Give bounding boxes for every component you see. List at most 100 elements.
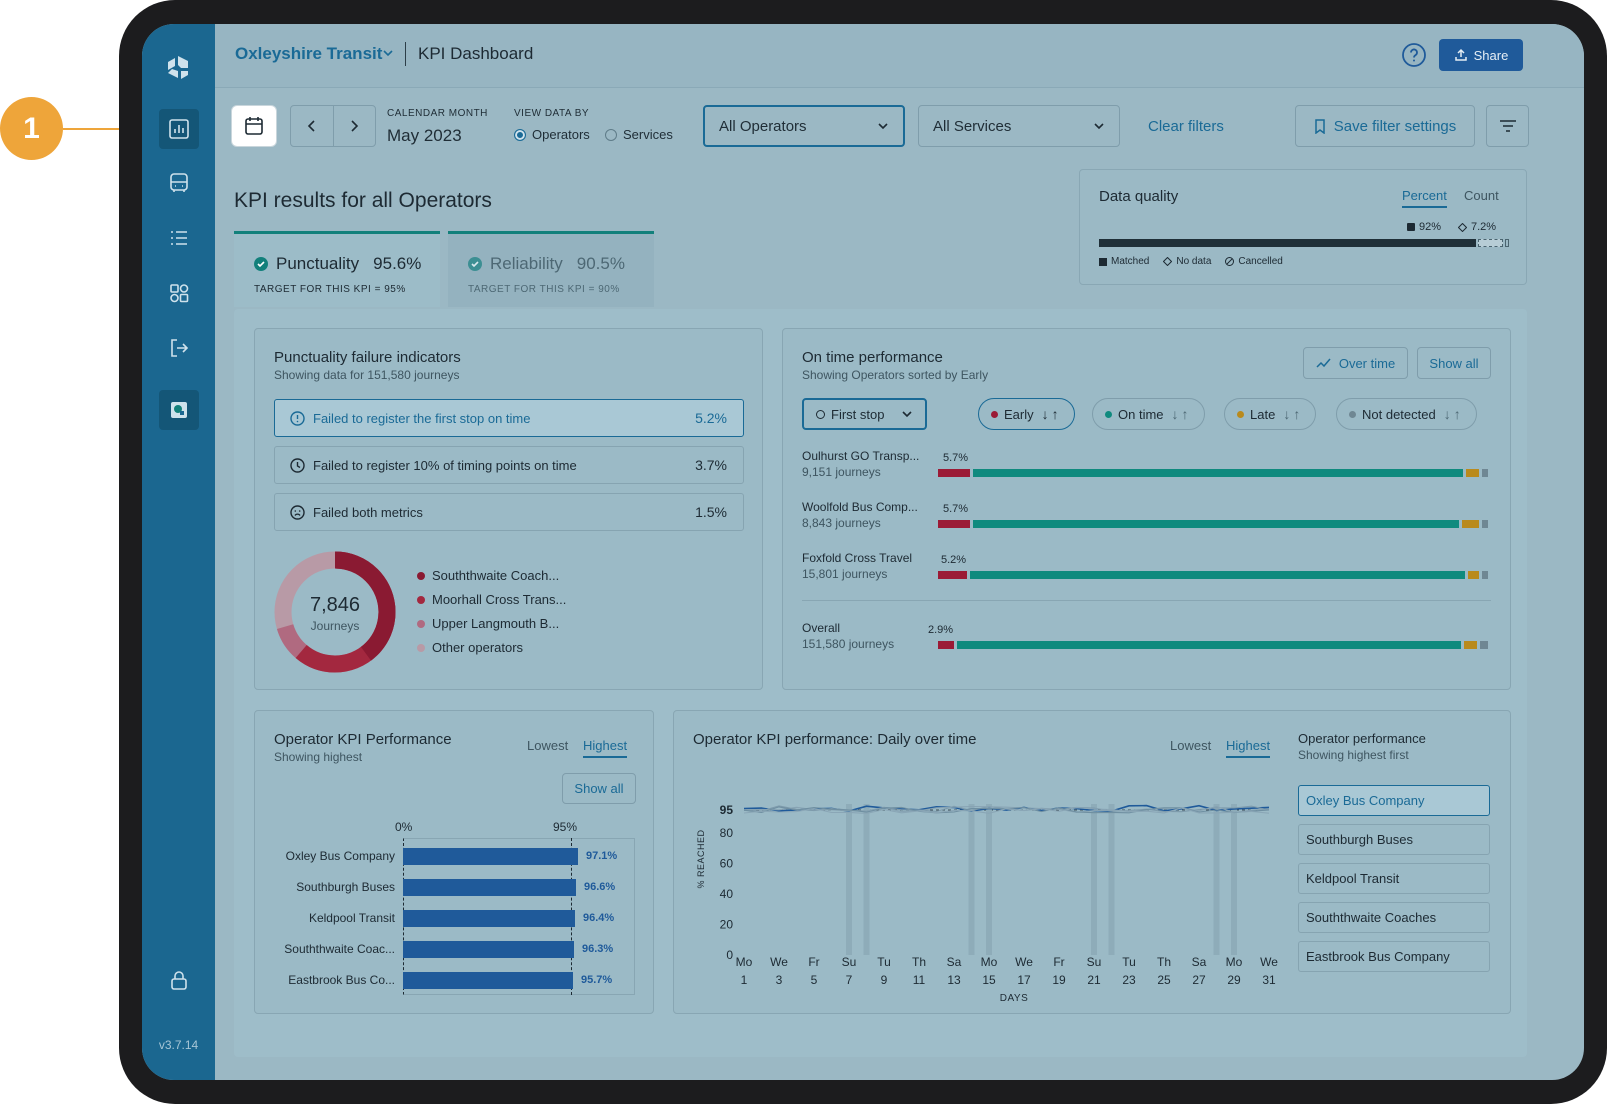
failures-donut: 7,846 Journeys — [274, 551, 396, 673]
x-tick-day: We — [1260, 955, 1278, 969]
kpi-title: KPI results for all Operators — [234, 189, 492, 212]
x-tick-day: Su — [1087, 955, 1102, 969]
perf-item[interactable]: Southburgh Buses — [1298, 824, 1490, 855]
weekend-shade — [1091, 804, 1097, 955]
month-value: May 2023 — [387, 126, 462, 145]
sort-arrows-icon: ↓↑ — [1443, 406, 1464, 422]
hbar[interactable] — [403, 879, 576, 896]
sort-pill-late[interactable]: Late ↓↑ — [1224, 398, 1317, 430]
legend-nodata: No data — [1163, 256, 1211, 267]
sad-face-icon — [290, 505, 305, 520]
matched-swatch — [1407, 223, 1415, 231]
x-tick-date: 11 — [913, 973, 926, 987]
month-label: CALENDAR MONTH — [387, 108, 488, 119]
prev-month-button[interactable] — [291, 106, 333, 146]
over-time-button[interactable]: Over time — [1303, 347, 1408, 379]
next-month-button[interactable] — [332, 106, 376, 146]
otp-title: On time performance — [802, 349, 943, 366]
perf-item[interactable]: Oxley Bus Company — [1298, 785, 1490, 816]
sort-pill-not-detected[interactable]: Not detected ↓↑ — [1336, 398, 1477, 430]
perf-list-subtitle: Showing highest first — [1298, 748, 1409, 762]
chevron-down-icon[interactable] — [382, 48, 394, 58]
otp-row-name: Woolfold Bus Comp... — [802, 500, 918, 514]
sidebar: v3.7.14 — [142, 24, 215, 1080]
x-tick-day: Th — [912, 955, 926, 969]
sidebar-item-logout[interactable] — [159, 328, 199, 368]
sidebar-item-services[interactable] — [159, 163, 199, 203]
sidebar-item-list[interactable] — [159, 218, 199, 258]
x-tick-date: 31 — [1262, 973, 1276, 987]
otp-row-journeys: 8,843 journeys — [802, 516, 881, 530]
x-tick-day: Mo — [736, 955, 753, 969]
daily-toggle-highest[interactable]: Highest — [1226, 738, 1271, 758]
cancelled-icon — [1225, 257, 1235, 266]
failure-row-both[interactable]: Failed both metrics 1.5% — [274, 493, 744, 531]
operator-show-all-button[interactable]: Show all — [562, 773, 636, 804]
dq-toggle-percent[interactable]: Percent — [1402, 188, 1447, 208]
hbar[interactable] — [403, 910, 575, 927]
bar-early — [938, 641, 954, 649]
save-filter-button[interactable]: Save filter settings — [1295, 105, 1475, 147]
sort-pill-on-time[interactable]: On time ↓↑ — [1092, 398, 1205, 430]
failure-title: Punctuality failure indicators — [274, 349, 461, 366]
otp-show-all-button[interactable]: Show all — [1417, 347, 1491, 379]
hbar-label: Oxley Bus Company — [285, 849, 395, 863]
help-icon[interactable] — [1401, 42, 1427, 68]
otp-row-journeys: 15,801 journeys — [802, 567, 888, 581]
stop-select[interactable]: First stop — [802, 398, 927, 430]
topbar: Oxleyshire Transit KPI Dashboard Share — [215, 24, 1584, 88]
logout-icon — [171, 339, 189, 357]
title-divider — [405, 42, 406, 66]
data-quality-card: Data quality Percent Count 92% 7.2% Matc… — [1079, 169, 1527, 285]
sidebar-item-apps[interactable] — [159, 273, 199, 313]
sidebar-item-lock[interactable] — [159, 960, 199, 1000]
x-tick-day: Tu — [1122, 955, 1136, 969]
failure-subtitle: Showing data for 151,580 journeys — [274, 368, 460, 382]
axis-target: 95% — [553, 820, 578, 834]
hbar-label: Keldpool Transit — [308, 911, 395, 925]
failure-row-timing-points[interactable]: Failed to register 10% of timing points … — [274, 446, 744, 484]
radio-operators[interactable]: Operators — [514, 127, 590, 142]
weekend-shade — [986, 804, 992, 955]
hbar[interactable] — [403, 972, 573, 989]
radio-services[interactable]: Services — [605, 127, 673, 142]
sidebar-item-dashboard[interactable] — [159, 109, 199, 149]
hbar[interactable] — [403, 941, 574, 958]
filter-options-button[interactable] — [1486, 105, 1529, 147]
toggle-highest[interactable]: Highest — [583, 738, 628, 758]
chevron-left-icon — [307, 120, 315, 132]
donut-legend-item: Other operators — [417, 640, 523, 655]
sort-pill-early[interactable]: Early ↓↑ — [978, 398, 1075, 430]
perf-item[interactable]: Keldpool Transit — [1298, 863, 1490, 894]
services-select[interactable]: All Services — [918, 105, 1120, 147]
dq-toggle-count[interactable]: Count — [1464, 188, 1499, 203]
sort-arrows-icon: ↓↑ — [1171, 406, 1192, 422]
x-tick-date: 27 — [1192, 973, 1206, 987]
failure-row-first-stop[interactable]: Failed to register the first stop on tim… — [274, 399, 744, 437]
radio-dot — [514, 128, 526, 141]
share-button[interactable]: Share — [1439, 39, 1523, 71]
hbar-label: Souththwaite Coac... — [284, 942, 395, 956]
bar-notdetected — [1482, 571, 1488, 579]
x-tick-date: 23 — [1122, 973, 1136, 987]
perf-item[interactable]: Souththwaite Coaches — [1298, 902, 1490, 933]
calendar-button[interactable] — [231, 105, 277, 147]
org-switcher[interactable]: Oxleyshire Transit — [235, 44, 383, 63]
list-icon — [171, 231, 187, 245]
operators-select[interactable]: All Operators — [703, 105, 905, 147]
perf-item[interactable]: Eastbrook Bus Company — [1298, 941, 1490, 972]
chevron-down-icon — [902, 411, 912, 418]
hbar[interactable] — [403, 848, 578, 865]
otp-row-pct: 2.9% — [928, 624, 954, 636]
tab-label: Punctuality — [276, 254, 360, 273]
bar-notdetected — [1482, 520, 1488, 528]
clear-filters-link[interactable]: Clear filters — [1148, 118, 1224, 135]
sidebar-item-reports[interactable] — [159, 390, 199, 430]
tab-punctuality[interactable]: Punctuality 95.6% TARGET FOR THIS KPI = … — [234, 231, 440, 307]
x-tick-date: 25 — [1157, 973, 1171, 987]
daily-line-chart: % REACHED 95 80 60 40 20 0 Mo 1 We 3 Fr 5 Su 7 Tu 9 Th 1… — [696, 803, 1278, 1004]
bar-late — [1464, 641, 1477, 649]
tab-reliability[interactable]: Reliability 90.5% TARGET FOR THIS KPI = … — [448, 231, 654, 307]
daily-toggle-lowest[interactable]: Lowest — [1170, 738, 1212, 753]
toggle-lowest[interactable]: Lowest — [527, 738, 569, 753]
